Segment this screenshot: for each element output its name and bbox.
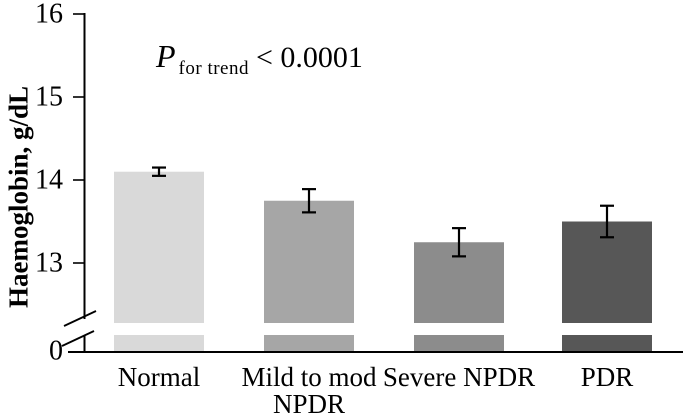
y-tick-label-16: 16: [35, 0, 63, 30]
x-category-label-line: PDR: [581, 362, 634, 392]
x-category-label-2: Severe NPDR: [383, 362, 535, 392]
bar-stub-1: [264, 335, 354, 352]
p-comparison-value: < 0.0001: [256, 41, 363, 74]
x-category-label-3: PDR: [581, 362, 634, 392]
y-tick-label-15: 15: [35, 82, 63, 113]
x-category-label-line: NPDR: [273, 389, 345, 419]
bar-main-0: [114, 171, 204, 323]
y-axis-label: Haemoglobin, g/dL: [3, 85, 34, 309]
bar-main-3: [562, 221, 652, 323]
bar-stub-2: [414, 335, 504, 352]
y-tick-label-13: 13: [35, 248, 63, 279]
y-tick-label-14: 14: [35, 165, 63, 196]
x-category-label-line: Mild to mod: [241, 362, 377, 392]
x-category-label-line: Severe NPDR: [383, 362, 535, 392]
bar-stub-0: [114, 335, 204, 352]
p-symbol: P: [156, 38, 176, 74]
p-subscript: for trend: [178, 58, 249, 79]
x-category-label-1: Mild to mod NPDR: [241, 362, 377, 419]
x-category-label-0: Normal: [118, 362, 200, 392]
bar-main-1: [264, 200, 354, 323]
axis-break-slash-upper: [63, 310, 97, 327]
y-tick-label-0: 0: [49, 336, 63, 367]
x-category-label-line: Normal: [118, 362, 200, 392]
bar-stub-3: [562, 335, 652, 352]
axis-break-slash-lower: [61, 330, 95, 347]
